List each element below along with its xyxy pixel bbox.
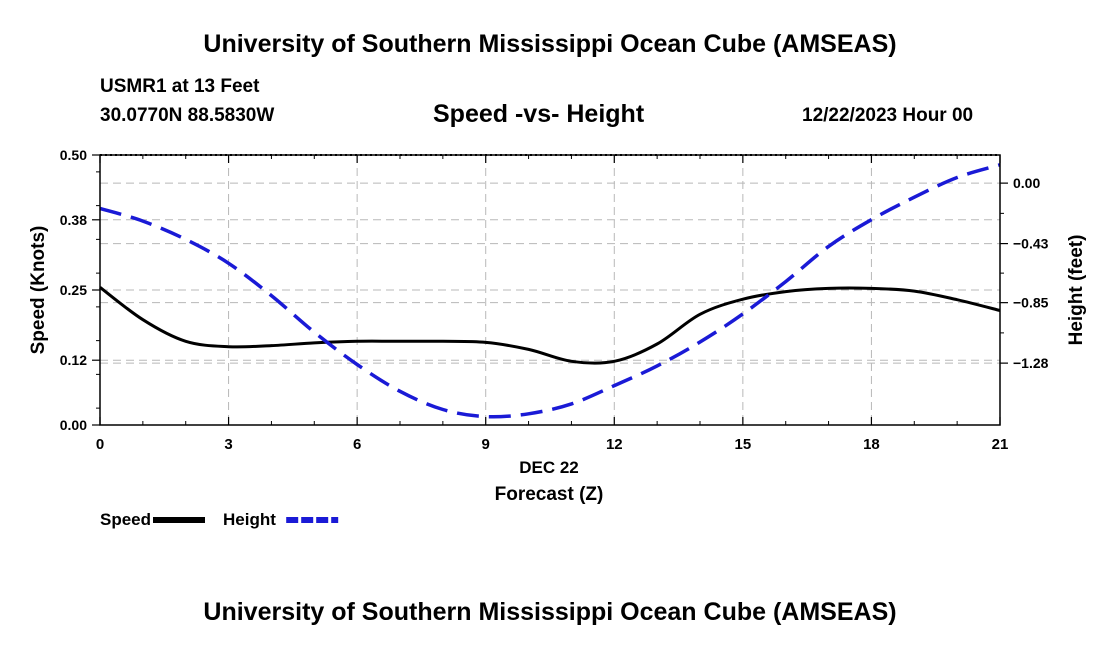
series-line-height xyxy=(99,163,1001,419)
y-tick-label: 0.38 xyxy=(60,212,87,228)
x-tick-label: 9 xyxy=(482,436,490,453)
y2-tick-label: −1.28 xyxy=(1013,355,1049,371)
grid-lines xyxy=(100,155,1000,425)
y2-axis-label: Height (feet) xyxy=(1066,235,1087,346)
y-tick-label: 0.12 xyxy=(60,352,87,368)
x-axis-label: Forecast (Z) xyxy=(495,484,604,505)
y-tick-label: 0.50 xyxy=(60,147,87,163)
y-tick-label: 0.25 xyxy=(60,282,87,298)
chart-subtitle: Speed -vs- Height xyxy=(433,100,645,128)
x-tick-label: 3 xyxy=(224,436,232,453)
chart-title: University of Southern Mississippi Ocean… xyxy=(203,30,897,58)
x-tick-label: 6 xyxy=(353,436,361,453)
y2-tick-label: 0.00 xyxy=(1013,175,1040,191)
series-layer xyxy=(99,163,1001,419)
legend-label-speed: Speed xyxy=(100,510,151,529)
x-tick-label: 12 xyxy=(606,436,623,453)
y2-tick-label: −0.43 xyxy=(1013,236,1049,252)
y-axis-label: Speed (Knots) xyxy=(28,226,49,355)
station-coordinates: 30.0770N 88.5830W xyxy=(100,105,275,126)
forecast-datetime: 12/22/2023 Hour 00 xyxy=(802,105,974,126)
x-tick-label: 21 xyxy=(992,436,1009,453)
legend: Speed Height xyxy=(100,510,339,529)
axes-layer: 0 3 6 9 12 15 18 21 0.00 0.12 0.25 0.38 0.50 0.00 −0.4… xyxy=(60,147,1049,453)
x-tick-label: 18 xyxy=(863,436,880,453)
y-tick-label: 0.00 xyxy=(60,417,87,433)
x-tick-label: 0 xyxy=(96,436,104,453)
legend-label-height: Height xyxy=(223,510,276,529)
series-line-speed xyxy=(99,286,1001,365)
x-axis-date-label: DEC 22 xyxy=(519,458,579,477)
y2-tick-label: −0.85 xyxy=(1013,295,1049,311)
x-tick-label: 15 xyxy=(735,436,752,453)
station-label: USMR1 at 13 Feet xyxy=(100,76,260,97)
footer-title: University of Southern Mississippi Ocean… xyxy=(203,598,897,626)
